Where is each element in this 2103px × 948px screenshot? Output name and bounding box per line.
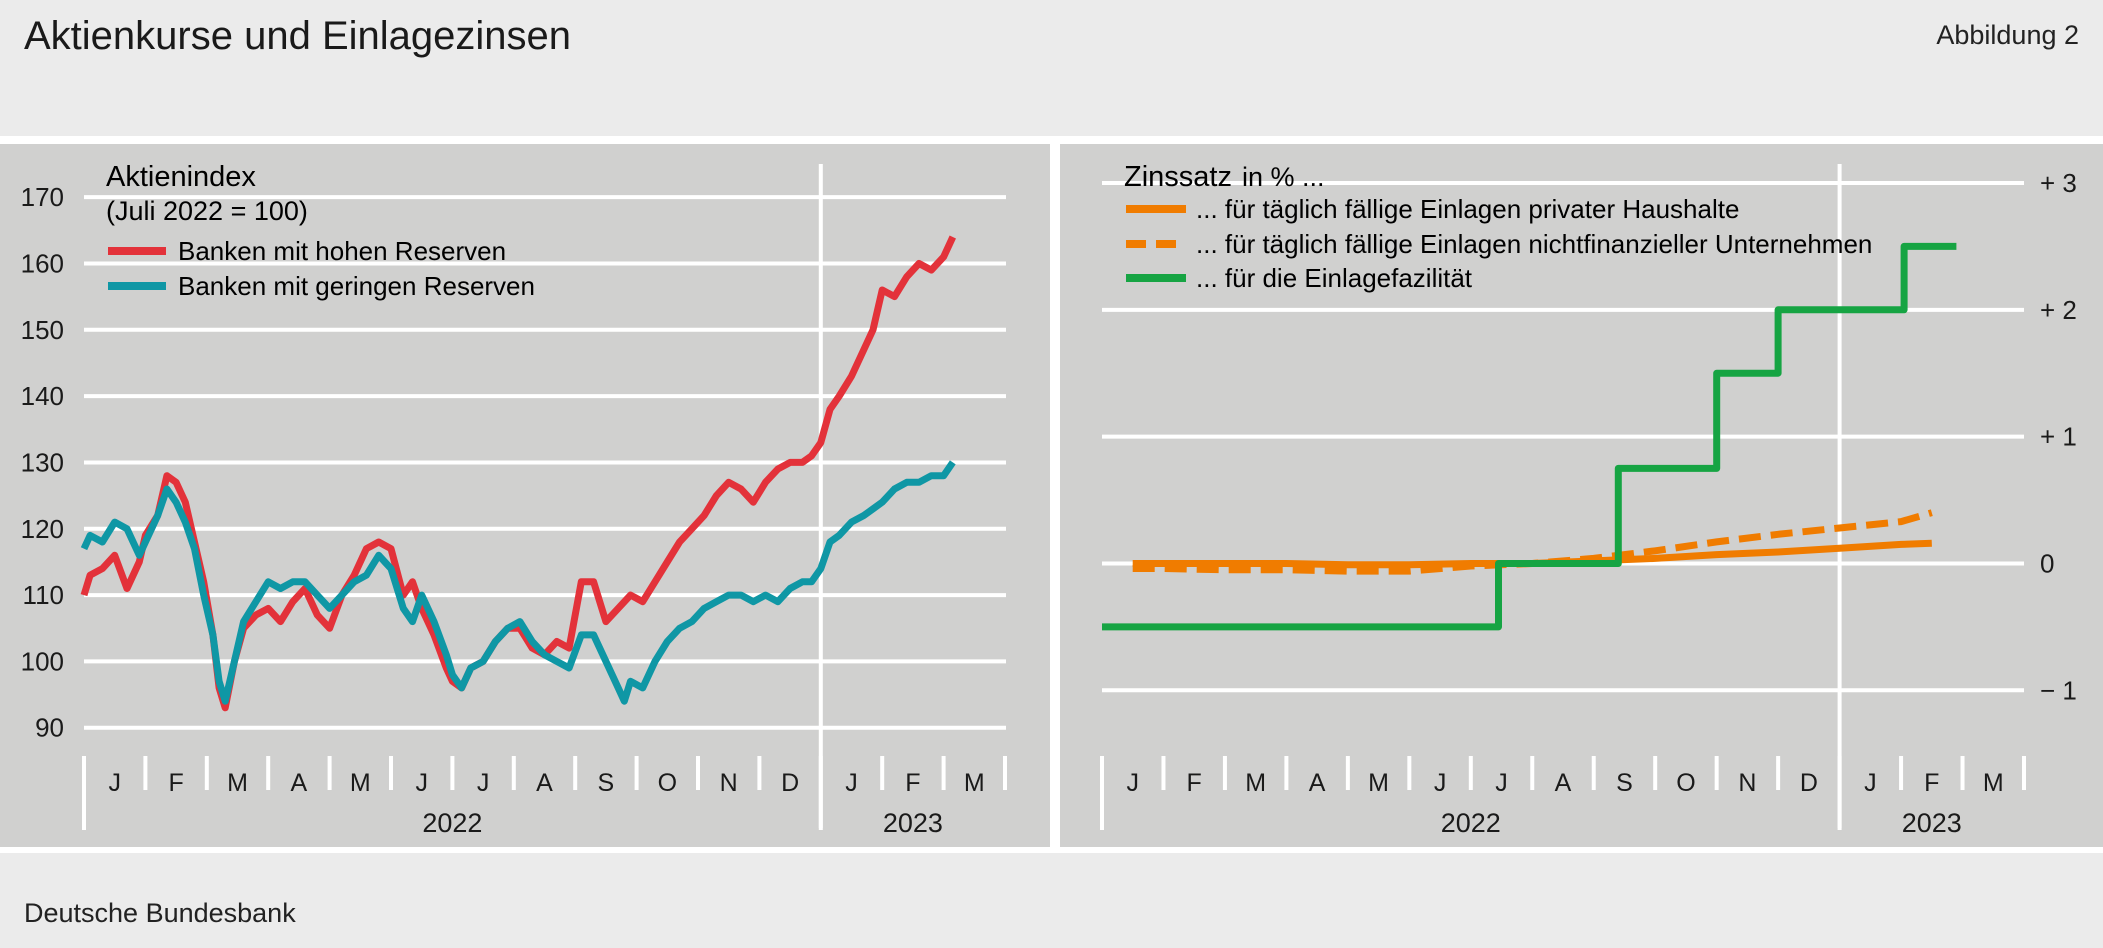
- y-tick-label: 120: [21, 514, 64, 544]
- month-label: O: [1676, 769, 1695, 797]
- month-label: J: [1864, 769, 1877, 797]
- series-line-1: [80, 460, 956, 705]
- month-label: M: [1368, 769, 1389, 797]
- left-chart-subtitle: (Juli 2022 = 100): [106, 196, 308, 226]
- y-tick-label: 140: [21, 381, 64, 411]
- left-legend: Banken mit hohen Reserven Banken mit ger…: [108, 236, 535, 301]
- month-label: A: [1555, 769, 1572, 797]
- year-label: 2023: [883, 808, 943, 838]
- month-label: A: [1309, 769, 1326, 797]
- month-label: J: [1126, 769, 1139, 797]
- source-note: Deutsche Bundesbank: [24, 898, 296, 928]
- y-tick-label: 130: [21, 447, 64, 477]
- left-chart-title: Aktienindex: [106, 161, 256, 193]
- legend-label-households: ... für täglich fällige Einlagen private…: [1196, 194, 1739, 224]
- right-chart-title-suffix: in % ...: [1242, 162, 1325, 192]
- month-label: J: [1434, 769, 1447, 797]
- month-label: J: [1495, 769, 1508, 797]
- y-tick-label: 110: [23, 580, 64, 610]
- legend-label-red: Banken mit hohen Reserven: [178, 236, 506, 266]
- month-label: M: [227, 769, 248, 797]
- year-label: 2022: [422, 808, 482, 838]
- month-label: J: [477, 769, 490, 797]
- legend-label-teal: Banken mit geringen Reserven: [178, 271, 535, 301]
- y-tick-label: − 1: [2040, 675, 2077, 705]
- month-label: N: [1738, 769, 1756, 797]
- y-tick-label: 0: [2040, 548, 2054, 578]
- month-label: F: [1924, 769, 1939, 797]
- y-tick-label: + 1: [2040, 422, 2077, 452]
- series-line-2: [1102, 242, 1957, 631]
- month-label: A: [291, 769, 308, 797]
- month-label: F: [168, 769, 183, 797]
- month-label: J: [845, 769, 858, 797]
- month-label: M: [1245, 769, 1266, 797]
- month-label: S: [1616, 769, 1633, 797]
- right-chart-title: Zinssatz in % ...: [1124, 161, 1325, 193]
- legend-label-deposit-facility: ... für die Einlagefazilität: [1196, 263, 1473, 293]
- interest-rate-chart: − 1 0 + 1 + 2 + 3 J F M A M J J A S O N D J F M 2022 2023 Zi…: [1100, 161, 2077, 838]
- y-tick-label: 90: [35, 713, 64, 743]
- y-tick-label: + 3: [2040, 168, 2077, 198]
- month-label: J: [108, 769, 121, 797]
- month-label: J: [415, 769, 428, 797]
- year-label: 2023: [1902, 808, 1962, 838]
- right-y-tick-labels: − 1 0 + 1 + 2 + 3: [2040, 168, 2077, 705]
- month-label: O: [658, 769, 677, 797]
- y-tick-label: 160: [21, 248, 64, 278]
- month-label: S: [598, 769, 615, 797]
- month-label: D: [781, 769, 799, 797]
- month-label: F: [905, 769, 920, 797]
- y-tick-label: + 2: [2040, 295, 2077, 325]
- month-label: M: [350, 769, 371, 797]
- right-legend: ... für täglich fällige Einlagen private…: [1126, 194, 1872, 293]
- month-label: A: [536, 769, 553, 797]
- page-title: Aktienkurse und Einlagezinsen: [24, 14, 572, 58]
- right-series: [1102, 242, 1957, 631]
- month-label: M: [964, 769, 985, 797]
- right-panel: [1060, 144, 2103, 847]
- left-x-axis: J F M A M J J A S O N D J F M 2022 2023: [82, 756, 1007, 838]
- left-gridlines: [84, 164, 1006, 828]
- y-tick-label: 170: [21, 182, 64, 212]
- legend-label-corporates: ... für täglich fällige Einlagen nichtfi…: [1196, 229, 1872, 259]
- left-y-tick-labels: 90 100 110 120 130 140 150 160 170: [21, 182, 64, 743]
- right-x-axis: J F M A M J J A S O N D J F M 2022 2023: [1100, 756, 2026, 838]
- month-label: N: [720, 769, 738, 797]
- y-tick-label: 150: [21, 315, 64, 345]
- figure-label: Abbildung 2: [1936, 20, 2079, 50]
- right-chart-title-main: Zinssatz: [1124, 161, 1232, 193]
- month-label: F: [1187, 769, 1202, 797]
- year-label: 2022: [1441, 808, 1501, 838]
- month-label: M: [1983, 769, 2004, 797]
- left-series: [80, 235, 956, 712]
- month-label: D: [1800, 769, 1818, 797]
- y-tick-label: 100: [21, 646, 64, 676]
